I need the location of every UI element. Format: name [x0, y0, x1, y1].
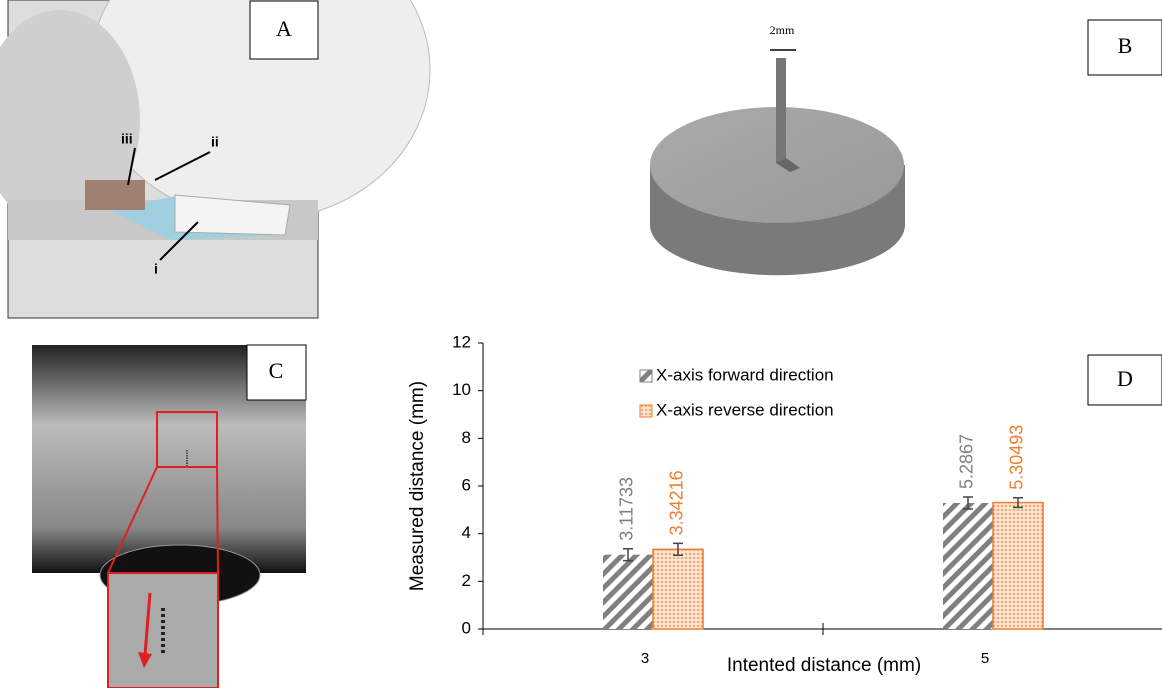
panel-label: C	[269, 358, 284, 383]
bar	[603, 555, 653, 629]
x-tick-label: 5	[981, 650, 989, 667]
panel-d-chart: D 0 2 4 6 8 10 12 3 3.11733 3.34216 5 5.2867 5.30493…	[407, 332, 1162, 676]
panel-a: iii ii i A	[0, 0, 430, 318]
panel-label: D	[1117, 366, 1133, 391]
x-tick-label: 3	[641, 650, 649, 667]
y-tick-label: 8	[462, 428, 471, 447]
figure: iii ii i A 2mm B C D 0 2 4 6 8 10 12 3 3.11733 3.…	[0, 0, 1162, 688]
bar	[653, 549, 703, 629]
y-tick-label: 2	[462, 571, 471, 590]
panel-label: A	[276, 16, 292, 41]
legend-label: X-axis forward direction	[656, 365, 834, 384]
y-axis-title: Measured distance (mm)	[407, 381, 428, 591]
arrow-label: i	[154, 261, 158, 277]
x-axis-title: Intented distance (mm)	[727, 655, 921, 676]
panel-c: C	[32, 345, 306, 688]
arrow-label: ii	[211, 134, 219, 150]
value-label: 5.30493	[1007, 425, 1027, 490]
legend-swatch	[640, 370, 652, 382]
y-tick-label: 0	[462, 618, 471, 637]
y-tick-label: 4	[462, 523, 471, 542]
y-tick-label: 6	[462, 475, 471, 494]
arrow-label: iii	[121, 131, 133, 147]
dimension-label: 2mm	[770, 23, 795, 37]
panel-label: B	[1118, 33, 1133, 58]
y-tick-label: 10	[452, 380, 471, 399]
panel-b: 2mm B	[650, 20, 1162, 275]
bar	[943, 503, 993, 629]
value-label: 3.11733	[617, 477, 637, 541]
legend-swatch	[640, 405, 652, 417]
y-tick-label: 12	[452, 332, 471, 351]
bar	[993, 503, 1043, 629]
value-label: 5.2867	[957, 434, 977, 489]
legend-label: X-axis reverse direction	[656, 400, 834, 419]
value-label: 3.34216	[667, 470, 687, 535]
